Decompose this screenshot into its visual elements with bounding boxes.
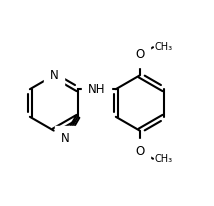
Text: N: N [49, 69, 58, 82]
Text: O: O [135, 145, 144, 158]
Text: O: O [135, 48, 144, 61]
Text: CH₃: CH₃ [154, 154, 172, 164]
Text: NH: NH [88, 83, 106, 96]
Text: CH₃: CH₃ [154, 42, 172, 52]
Text: N: N [61, 132, 70, 145]
